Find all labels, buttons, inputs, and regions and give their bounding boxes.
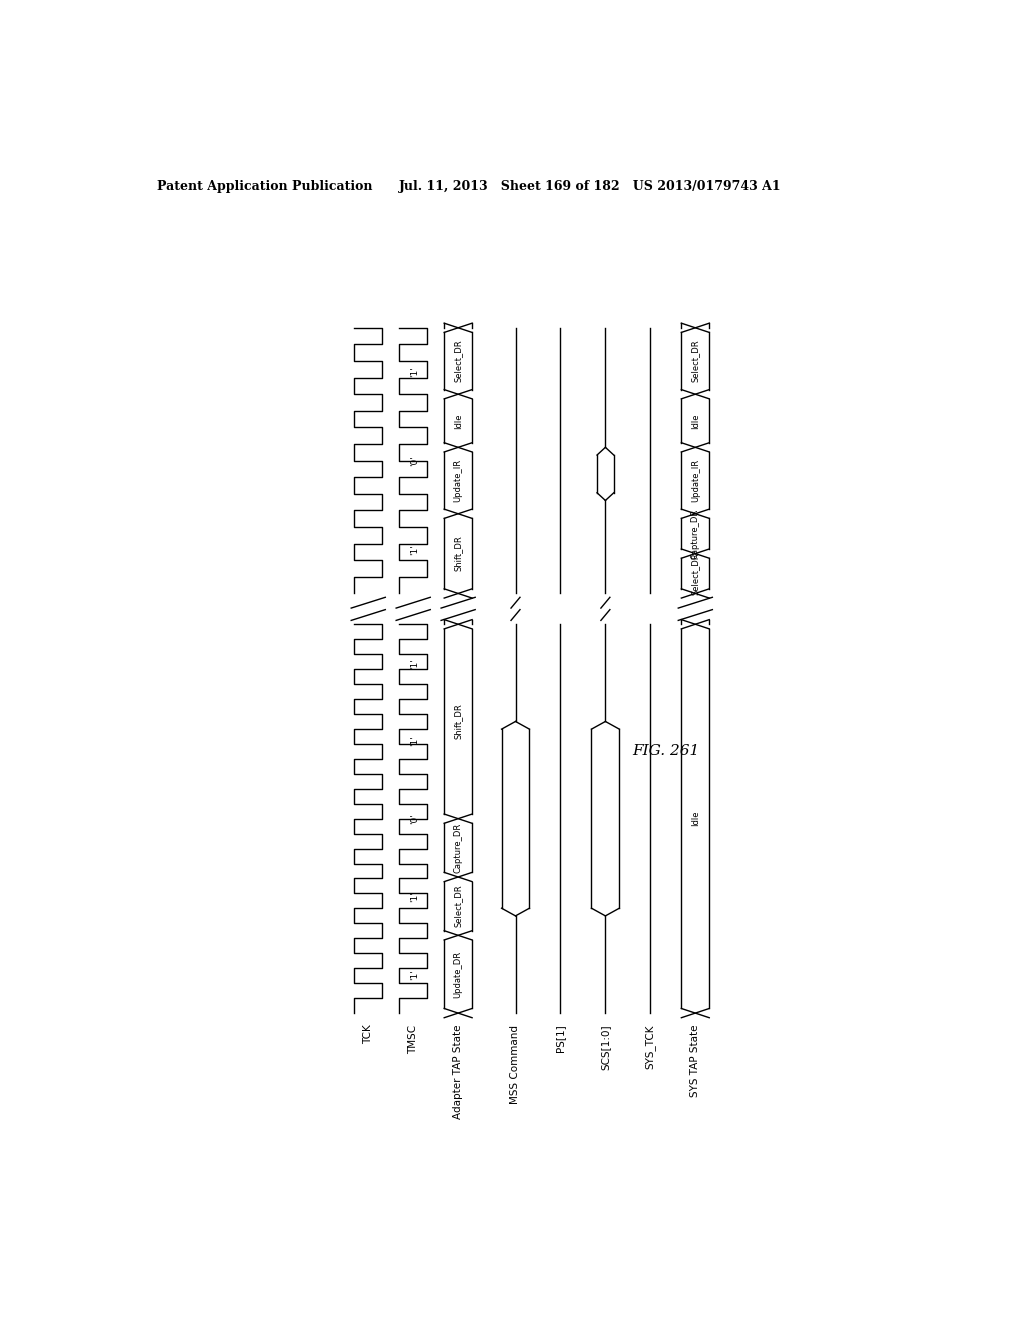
Text: SYS TAP State: SYS TAP State bbox=[690, 1024, 700, 1097]
Text: '0': '0' bbox=[411, 455, 419, 466]
Text: '1': '1' bbox=[411, 969, 419, 979]
Text: Capture_DR: Capture_DR bbox=[454, 822, 463, 873]
Text: Shift_DR: Shift_DR bbox=[454, 704, 463, 739]
Text: Idle: Idle bbox=[454, 413, 463, 429]
Text: Capture_DR: Capture_DR bbox=[691, 508, 699, 558]
Text: '1': '1' bbox=[411, 657, 419, 668]
Text: TMSC: TMSC bbox=[409, 1024, 418, 1053]
Text: FIG. 261: FIG. 261 bbox=[632, 744, 699, 758]
Text: Select_DR: Select_DR bbox=[691, 552, 699, 595]
Text: Select_DR: Select_DR bbox=[454, 884, 463, 928]
Text: Select_DR: Select_DR bbox=[691, 339, 699, 383]
Text: '1': '1' bbox=[411, 367, 419, 378]
Text: Update_IR: Update_IR bbox=[454, 459, 463, 502]
Text: PS[1]: PS[1] bbox=[555, 1024, 565, 1052]
Text: Update_DR: Update_DR bbox=[454, 950, 463, 998]
Text: TCK: TCK bbox=[364, 1024, 374, 1044]
Text: Update_IR: Update_IR bbox=[691, 459, 699, 502]
Text: SCS[1:0]: SCS[1:0] bbox=[600, 1024, 610, 1071]
Text: Idle: Idle bbox=[691, 413, 699, 429]
Text: '1': '1' bbox=[411, 735, 419, 746]
Text: MSS Command: MSS Command bbox=[511, 1024, 520, 1104]
Text: Idle: Idle bbox=[691, 810, 699, 826]
Text: '0': '0' bbox=[411, 813, 419, 824]
Text: Patent Application Publication: Patent Application Publication bbox=[158, 180, 373, 193]
Text: SYS_TCK: SYS_TCK bbox=[645, 1024, 655, 1069]
Text: Select_DR: Select_DR bbox=[454, 339, 463, 383]
Text: '1': '1' bbox=[411, 544, 419, 554]
Text: '1': '1' bbox=[411, 891, 419, 902]
Text: Adapter TAP State: Adapter TAP State bbox=[454, 1024, 463, 1119]
Text: Jul. 11, 2013   Sheet 169 of 182   US 2013/0179743 A1: Jul. 11, 2013 Sheet 169 of 182 US 2013/0… bbox=[399, 180, 782, 193]
Text: Shift_DR: Shift_DR bbox=[454, 536, 463, 572]
